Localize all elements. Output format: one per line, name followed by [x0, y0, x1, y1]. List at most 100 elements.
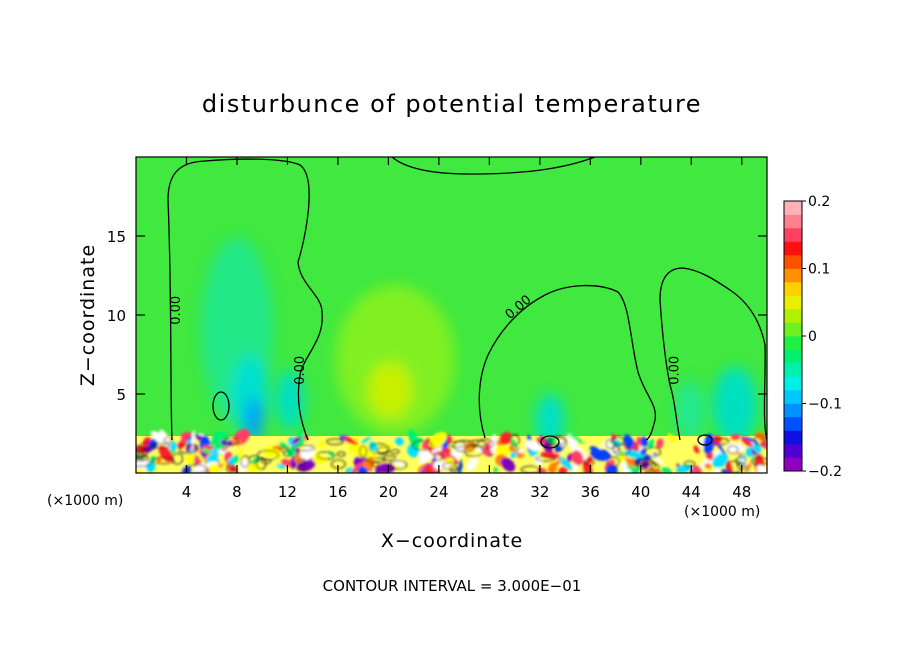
turbulence-cell — [518, 448, 524, 454]
x-tick-label: 48 — [732, 483, 751, 501]
colorbar-tick-label: 0.1 — [808, 262, 830, 278]
contour-line — [540, 435, 560, 449]
turbulence-contour — [644, 446, 661, 458]
contour-label: 0.00 — [293, 356, 308, 385]
turbulence-cell — [590, 448, 612, 461]
turbulence-cell — [556, 455, 574, 471]
turbulence-cell — [605, 464, 618, 473]
contour-labels: 0.000.000.000.00 — [169, 293, 682, 385]
turbulence-cell — [756, 464, 767, 473]
turbulence-cell — [350, 462, 364, 473]
turbulence-cell — [730, 433, 741, 441]
turbulence-cell — [357, 466, 368, 473]
turbulence-cell — [744, 462, 752, 473]
negative-plume-4 — [713, 367, 757, 443]
turbulence-cell — [566, 453, 573, 464]
turbulence-contour — [296, 465, 307, 472]
turbulence-contour — [449, 465, 459, 473]
turbulence-cell — [524, 440, 542, 451]
negative-plume-2 — [276, 370, 304, 430]
turbulence-contour — [606, 456, 620, 467]
turbulence-contour — [453, 440, 476, 453]
turbulence-contour — [150, 443, 171, 449]
turbulence-cell — [375, 466, 382, 473]
colorbar-swatch — [784, 336, 802, 350]
turbulence-cell — [220, 439, 228, 447]
x-tick-label: 32 — [530, 483, 549, 501]
turbulence-cell — [231, 439, 242, 446]
turbulence-contour — [359, 445, 368, 458]
contour-line — [212, 391, 230, 421]
x-axis: 4 8 12 16 20 24 28 32 36 40 44 48 — [182, 157, 751, 501]
x-tick-label: 20 — [379, 483, 398, 501]
x-tick-label: 28 — [480, 483, 499, 501]
turbulence-cell — [145, 461, 156, 473]
turbulence-cell — [540, 451, 560, 459]
plot-area: 0.000.000.000.00 — [136, 157, 767, 473]
turbulence-contour — [605, 438, 617, 449]
turbulence-cell — [348, 437, 359, 454]
turbulence-contour — [412, 440, 433, 451]
colorbar-swatch — [784, 349, 802, 364]
turbulence-cell — [741, 438, 754, 448]
turbulence-cell — [547, 459, 562, 472]
turbulence-contour — [316, 451, 336, 460]
turbulence-contour — [178, 443, 199, 454]
turbulence-cell — [725, 443, 745, 453]
turbulence-cell — [510, 451, 518, 458]
turbulence-contour — [467, 439, 487, 448]
turbulence-contour — [509, 434, 520, 446]
turbulence-cell — [428, 432, 447, 448]
turbulence-contour — [650, 462, 660, 472]
contour-label: 0.00 — [668, 356, 683, 385]
turbulence-contour — [442, 462, 463, 470]
turbulence-cell — [493, 443, 511, 456]
turbulence-contour — [240, 455, 250, 468]
turbulence-cell — [620, 466, 632, 473]
turbulence-cell — [500, 457, 516, 472]
turbulence-cell — [620, 461, 628, 469]
colorbar-tick-label: −0.1 — [808, 397, 842, 413]
x-unit-right: (×1000 m) — [684, 504, 760, 520]
x-tick-label: 12 — [278, 483, 297, 501]
turbulence-contour — [727, 445, 739, 454]
contour-label: 0.00 — [169, 296, 184, 325]
contour-line — [697, 434, 713, 446]
turbulence-contour — [754, 435, 766, 446]
x-tick-label: 44 — [682, 483, 701, 501]
contour-line — [391, 157, 596, 175]
turbulent-boundary-layer — [136, 428, 767, 473]
turbulence-cell — [300, 445, 315, 461]
turbulence-cell — [509, 444, 524, 459]
turbulence-cell — [343, 436, 358, 446]
turbulence-contour — [735, 456, 746, 466]
x-tick-label: 36 — [581, 483, 600, 501]
turbulence-cell — [394, 437, 404, 446]
turbulence-cell — [755, 431, 767, 445]
turbulence-contour — [278, 446, 288, 453]
colorbar-swatch — [784, 403, 802, 418]
turbulence-cell — [693, 445, 700, 454]
turbulence-contour — [225, 463, 234, 473]
turbulence-contour — [712, 437, 730, 446]
turbulence-contour — [549, 435, 568, 449]
chart-title: disturbunce of potential temperature — [202, 90, 702, 118]
x-axis-label: X−coordinate — [381, 530, 523, 552]
negative-plume-5 — [676, 380, 704, 440]
colorbar-swatch — [784, 309, 802, 323]
turbulence-cell — [238, 448, 244, 457]
turbulence-cell — [466, 457, 479, 471]
y-tick-label: 15 — [107, 228, 126, 246]
turbulence-cell — [510, 437, 518, 451]
turbulence-contour — [434, 451, 443, 461]
turbulence-cell — [367, 452, 377, 459]
turbulence-cell — [667, 433, 677, 443]
colorbar-swatch — [784, 268, 802, 283]
turbulence-cell — [377, 463, 395, 473]
colorbar-tick-label: 0 — [808, 329, 817, 345]
field-anomalies — [201, 238, 757, 446]
turbulence-contour — [447, 441, 467, 448]
y-tick-label: 10 — [107, 307, 126, 325]
negative-plume-3 — [536, 394, 564, 446]
